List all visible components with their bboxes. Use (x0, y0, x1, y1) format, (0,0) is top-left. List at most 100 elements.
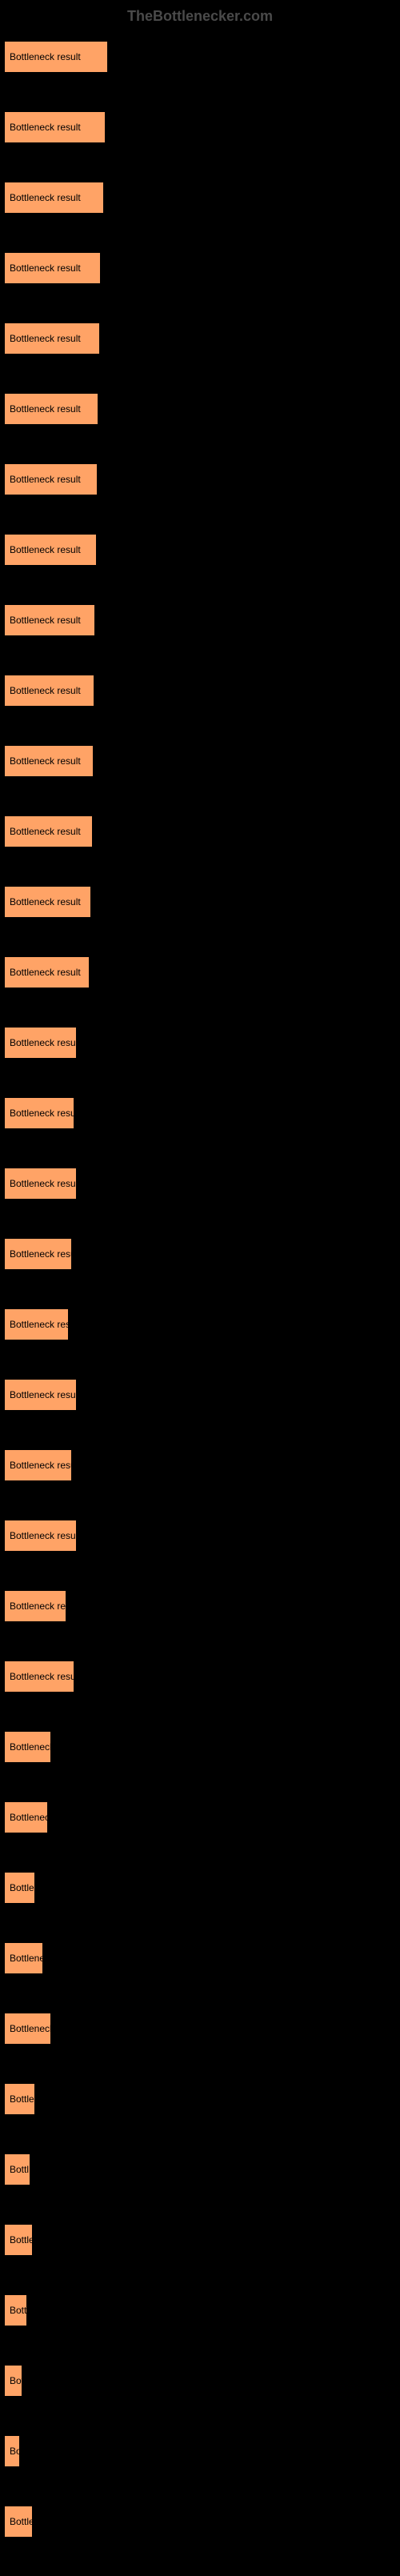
bar-row: Bottle (4, 2224, 396, 2256)
bar-row: Bottleneck result (4, 393, 396, 425)
bar-row: Bottleneck resu (4, 1308, 396, 1340)
site-header: TheBottlenecker.com (0, 8, 400, 25)
bar-value: 4 (110, 51, 115, 62)
bar-row: Bottleneck result (4, 1520, 396, 1552)
site-title: TheBottlenecker.com (127, 8, 273, 24)
bar-label: Bot (10, 2375, 22, 2386)
bar-label: Bottleneck result (10, 685, 81, 696)
bar-row: Bottleneck result (4, 604, 396, 636)
bar-row: Bottleneck result (4, 1027, 396, 1059)
bar-label: Bottleneck result (10, 192, 81, 203)
bar-label: Bo (10, 2446, 19, 2457)
bottleneck-bar: Bottl (4, 2153, 30, 2185)
bar-value: 2 (107, 122, 113, 133)
bar-label: Bott (10, 2305, 26, 2316)
bar-row: Bottleneck (4, 2013, 396, 2045)
bar-label: Bottleneck result (10, 474, 81, 485)
bottleneck-bar: Bottleneck result (4, 111, 106, 143)
bar-label: Bottleneck result (10, 1530, 76, 1541)
bar-label: Bottleneck result (10, 333, 81, 344)
bar-row: Bott (4, 2294, 396, 2326)
bar-label: Bottleneck result (10, 1460, 71, 1471)
bar-row: Bottleneck result (4, 675, 396, 707)
bar-label: Bottleneck result (10, 51, 81, 62)
bar-row: Bo (4, 2435, 396, 2467)
bar-label: Bottleneck result (10, 1671, 74, 1682)
bar-row: Bottleneck result 4 (4, 41, 396, 73)
bottleneck-bar: Bottleneck result (4, 745, 94, 777)
bar-label: Bottler (10, 2093, 34, 2105)
bar-row: Bottleneck result (4, 1097, 396, 1129)
bottleneck-bar: Bottleneck result (4, 886, 91, 918)
bar-row: Bottleneck result (4, 463, 396, 495)
bottleneck-bar: Bottlenec (4, 1801, 48, 1833)
bottleneck-bar: Bottleneck result (4, 604, 95, 636)
bar-row: Bottlenec (4, 1801, 396, 1833)
bottleneck-bar: Bo (4, 2435, 20, 2467)
bottleneck-bar: Bottle (4, 2506, 33, 2538)
bar-row: Bottleneck result (4, 534, 396, 566)
bar-label: Bottleneck result (10, 896, 81, 907)
bar-row: Bottlene (4, 1942, 396, 1974)
bar-label: Bottleneck result (10, 1248, 71, 1260)
bottleneck-bar: Bottler (4, 1872, 35, 1904)
bar-label: Bottler (10, 1882, 34, 1893)
bottleneck-bar: Bottleneck result (4, 675, 94, 707)
bar-label: Bottleneck res (10, 1600, 66, 1612)
bar-label: Bottleneck result (10, 967, 81, 978)
bar-label: Bottleneck result (10, 755, 81, 767)
bottleneck-bar: Bottleneck res (4, 1590, 66, 1622)
bar-label: Bottleneck (10, 2023, 50, 2034)
bottleneck-bar: Bottleneck result (4, 1027, 77, 1059)
bar-row: Bottleneck result (4, 886, 396, 918)
bottleneck-bar: Bottleneck resu (4, 1308, 69, 1340)
bar-label: Bottleneck result (10, 1037, 76, 1048)
bar-row: Bottle (4, 2506, 396, 2538)
bottleneck-bar: Bottleneck result (4, 323, 100, 355)
bar-row: Bottleneck result 2 (4, 111, 396, 143)
bar-row: Bottleneck result (4, 745, 396, 777)
bar-row: Bottleneck result (4, 1168, 396, 1200)
bar-label: Bottleneck result (10, 826, 81, 837)
bottleneck-bar: Bottleneck result (4, 41, 108, 73)
bar-label: Bottle (10, 2234, 32, 2245)
bottleneck-bar: Bottleneck result (4, 1379, 77, 1411)
bar-row: Bottleneck result (4, 956, 396, 988)
bottleneck-bar: Bottleneck result (4, 393, 98, 425)
bottleneck-bar: Bottleneck result (4, 182, 104, 214)
bar-row: Bottleneck result (4, 252, 396, 284)
bar-label: Bottleneck (10, 1741, 50, 1753)
bar-row: Bottleneck result (4, 1238, 396, 1270)
bar-label: Bottleneck result (10, 1178, 76, 1189)
bottleneck-bar: Bottleneck result (4, 1238, 72, 1270)
bottleneck-bar: Bott (4, 2294, 27, 2326)
bottleneck-bar: Bottleneck result (4, 1168, 77, 1200)
bottleneck-bar: Bottleneck result (4, 252, 101, 284)
bar-row: Bottler (4, 1872, 396, 1904)
bar-label: Bottleneck result (10, 1108, 74, 1119)
bar-row: Bottleneck result (4, 815, 396, 847)
bottleneck-bar: Bottleneck result (4, 815, 93, 847)
bar-row: Bottl (4, 2153, 396, 2185)
bottleneck-bar: Bottleneck result (4, 1661, 74, 1693)
bar-row: Bot (4, 2365, 396, 2397)
bar-row: Bottleneck res (4, 1590, 396, 1622)
bottleneck-bar: Bottlene (4, 1942, 43, 1974)
bar-row: Bottleneck result (4, 1449, 396, 1481)
bar-row: Bottler (4, 2083, 396, 2115)
bar-label: Bottleneck result (10, 615, 81, 626)
bar-label: Bottle (10, 2516, 32, 2527)
bar-label: Bottleneck result (10, 403, 81, 415)
bottleneck-bar: Bottle (4, 2224, 33, 2256)
bar-row: Bottleneck result (4, 1661, 396, 1693)
bottleneck-chart: Bottleneck result4Bottleneck result2Bott… (0, 41, 400, 2538)
bottleneck-bar: Bottleneck (4, 1731, 51, 1763)
bottleneck-bar: Bottleneck result (4, 534, 97, 566)
bottleneck-bar: Bottleneck result (4, 956, 90, 988)
bar-label: Bottleneck result (10, 1389, 76, 1400)
bar-label: Bottlene (10, 1953, 42, 1964)
bottleneck-bar: Bottleneck result (4, 1449, 72, 1481)
bar-label: Bottleneck result (10, 262, 81, 274)
bar-label: Bottleneck result (10, 122, 81, 133)
bar-row: Bottleneck (4, 1731, 396, 1763)
